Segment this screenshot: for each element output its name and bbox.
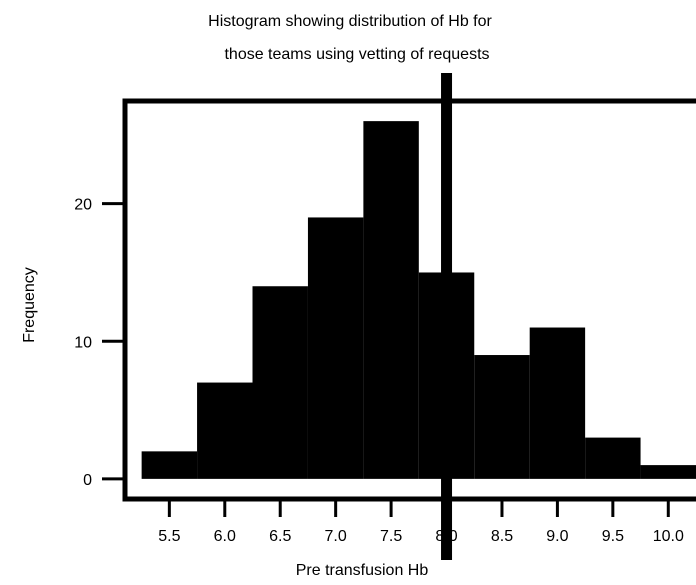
x-tick-label: 8.5 [491,528,513,545]
y-tick-label: 10 [74,334,92,351]
histogram-bar-1 [141,451,198,479]
histogram-bar-5 [363,121,419,479]
histogram-bar-10 [640,465,696,479]
histogram-bar-4 [307,217,364,479]
histogram-bar-9 [585,437,641,479]
chart-title-line-1: Histogram showing distribution of Hb for [208,13,492,30]
histogram-bar-7 [474,355,530,479]
histogram-bars [141,121,696,479]
y-axis: 0 10 20 [74,197,124,489]
x-tick-label: 6.0 [214,528,236,545]
y-tick-label: 0 [83,472,92,489]
x-tick-label: 7.0 [325,528,347,545]
histogram-bar-2 [197,382,253,479]
chart-title-line-2: those teams using vetting of requests [224,46,489,63]
x-tick-label: 10.0 [653,528,684,545]
x-tick-label: 7.5 [380,528,402,545]
x-tick-label: 9.5 [602,528,624,545]
x-tick-label: 5.5 [158,528,180,545]
x-tick-label: 6.5 [269,528,291,545]
plot-frame [122,98,696,502]
x-tick-label: 9.0 [546,528,568,545]
x-axis-label: Pre transfusion Hb [296,562,429,579]
y-axis-label: Frequency [21,267,38,343]
y-tick-label: 20 [74,197,92,214]
x-axis: 5.56.06.57.07.58.08.59.09.510.0 [158,500,684,545]
histogram-bar-8 [529,327,586,479]
histogram-bar-3 [252,286,308,479]
